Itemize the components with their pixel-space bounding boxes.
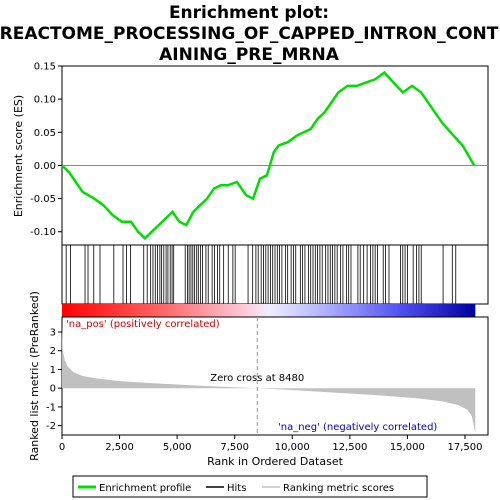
x-tick-label: 12,500 [332, 442, 367, 453]
x-tick-label: 5,000 [163, 442, 192, 453]
chart-title-line-2: REACTOME_PROCESSING_OF_CAPPED_INTRON_CON… [0, 24, 499, 44]
x-tick-label: 10,000 [275, 442, 310, 453]
metric-ytick-label: 3 [50, 327, 56, 338]
hits-panel [62, 245, 488, 304]
es-ytick-label: 0.15 [34, 62, 56, 73]
x-axis-label: Rank in Ordered Dataset [207, 455, 344, 468]
es-ytick-label: 0.00 [34, 161, 56, 172]
metric-ytick-label: -2 [46, 421, 56, 432]
x-tick-label: 15,000 [390, 442, 425, 453]
metric-ylabel: Ranked list metric (PreRanked) [28, 291, 41, 461]
x-tick-label: 7,500 [220, 442, 249, 453]
metric-ytick-label: 0 [50, 384, 56, 395]
metric-ytick-label: 2 [50, 346, 56, 357]
metric-ytick-label: -1 [46, 402, 56, 413]
legend-enrichment-label: Enrichment profile [99, 483, 191, 494]
es-panel: -0.10 -0.05 0.00 0.05 0.10 0.15 Enrichment sc… [12, 62, 488, 246]
pos-label: 'na_pos' (positively correlated) [66, 319, 220, 330]
es-ytick-label: -0.10 [30, 227, 56, 238]
metric-ytick-label: 1 [50, 365, 56, 376]
chart-title-line-1: Enrichment plot: [169, 3, 329, 23]
x-tick-label: 17,500 [447, 442, 482, 453]
legend: Enrichment profile Hits Ranking metric s… [73, 476, 427, 497]
x-tick-label: 0 [59, 442, 65, 453]
zero-cross-label: Zero cross at 8480 [210, 373, 304, 384]
es-ytick-label: 0.10 [34, 95, 56, 106]
chart-title-line-3: AINING_PRE_MRNA [159, 45, 340, 65]
metric-panel: -2 -1 0 1 2 3 'na_pos' (positively correlated… [28, 291, 488, 461]
rank-color-bar [62, 304, 475, 317]
legend-metric-label: Ranking metric scores [283, 483, 394, 494]
es-ylabel: Enrichment score (ES) [12, 95, 25, 217]
x-tick-label: 2,500 [105, 442, 134, 453]
es-ytick-label: -0.05 [30, 194, 56, 205]
neg-label: 'na_neg' (negatively correlated) [278, 422, 437, 433]
legend-hits-label: Hits [227, 483, 246, 494]
es-ytick-label: 0.05 [34, 128, 56, 139]
es-panel-frame [62, 66, 488, 245]
